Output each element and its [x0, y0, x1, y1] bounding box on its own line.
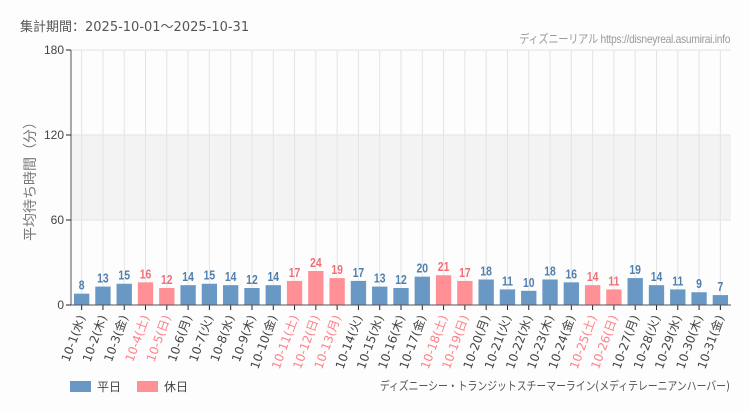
bar: [116, 283, 132, 305]
bar-value-label: 17: [459, 266, 471, 280]
bar-value-label: 14: [225, 270, 237, 284]
bar: [521, 290, 537, 305]
bar-value-label: 18: [544, 264, 556, 278]
bar: [435, 275, 452, 305]
bar: [201, 283, 218, 305]
bar: [350, 280, 367, 305]
bar: [457, 280, 473, 305]
bar: [712, 295, 729, 305]
bar: [223, 285, 239, 305]
bar-value-label: 11: [672, 274, 683, 288]
bar-value-label: 14: [182, 270, 194, 284]
bar-value-label: 17: [353, 266, 365, 280]
bar-value-label: 16: [140, 267, 152, 281]
bar: [478, 279, 494, 305]
legend: 平日 休日: [70, 378, 188, 395]
bar-value-label: 17: [289, 266, 301, 280]
bar-value-label: 18: [480, 264, 492, 278]
legend-item-holiday: 休日: [137, 378, 188, 395]
bar: [244, 288, 260, 305]
bar: [73, 293, 90, 305]
bar-value-label: 19: [629, 263, 641, 277]
bar: [627, 278, 643, 305]
bar-value-label: 11: [502, 274, 513, 288]
attraction-name: ディズニーシー・トランジットスチーマーライン(メディテレーニアンハーバー): [379, 379, 730, 393]
bar-value-label: 12: [161, 273, 173, 287]
bar: [670, 289, 686, 305]
bar: [393, 288, 409, 305]
y-tick-label: 180: [44, 43, 64, 57]
bar: [180, 285, 196, 305]
bar: [563, 282, 579, 305]
bar-value-label: 12: [246, 273, 258, 287]
y-tick-label: 60: [51, 213, 65, 227]
bar-value-label: 13: [97, 272, 109, 286]
bar: [265, 285, 281, 305]
bar: [648, 285, 665, 305]
bar: [606, 289, 622, 305]
bar-value-label: 15: [204, 269, 216, 283]
bar-value-label: 14: [651, 270, 663, 284]
bar-value-label: 24: [310, 256, 322, 270]
bar-value-label: 14: [587, 270, 599, 284]
bar-value-label: 20: [417, 262, 429, 276]
bar: [414, 276, 430, 305]
bar-value-label: 16: [566, 267, 578, 281]
bar: [542, 279, 558, 305]
legend-item-weekday: 平日: [70, 378, 121, 395]
bar-value-label: 12: [395, 273, 407, 287]
bar-value-label: 21: [438, 260, 450, 274]
bar: [286, 280, 303, 305]
legend-weekday-label: 平日: [97, 380, 122, 394]
bar-value-label: 7: [717, 280, 723, 294]
bar-value-label: 10: [523, 276, 535, 290]
bar: [95, 286, 111, 305]
bar: [308, 271, 324, 305]
bar-value-label: 9: [696, 277, 702, 291]
bar: [584, 285, 601, 305]
bar-value-label: 11: [608, 274, 619, 288]
bar: [329, 278, 345, 305]
bar: [159, 288, 175, 305]
legend-holiday-label: 休日: [164, 380, 189, 394]
bar: [137, 282, 154, 305]
y-tick-label: 120: [44, 128, 64, 142]
bar-value-label: 13: [374, 272, 386, 286]
bar-value-label: 14: [267, 270, 279, 284]
y-tick-label: 0: [57, 298, 64, 312]
bar: [691, 292, 707, 305]
bar: [372, 286, 388, 305]
period-label: 集計期間：2025-10-01〜2025-10-31: [20, 20, 250, 35]
bar-value-label: 15: [118, 269, 130, 283]
bar: [499, 289, 516, 305]
bar-value-label: 19: [331, 263, 343, 277]
site-credit: ディズニーリアル https://disneyreal.asumirai.inf…: [519, 32, 730, 46]
weekday-swatch: [70, 381, 91, 392]
bar-value-label: 8: [79, 279, 85, 293]
holiday-swatch: [137, 381, 159, 392]
